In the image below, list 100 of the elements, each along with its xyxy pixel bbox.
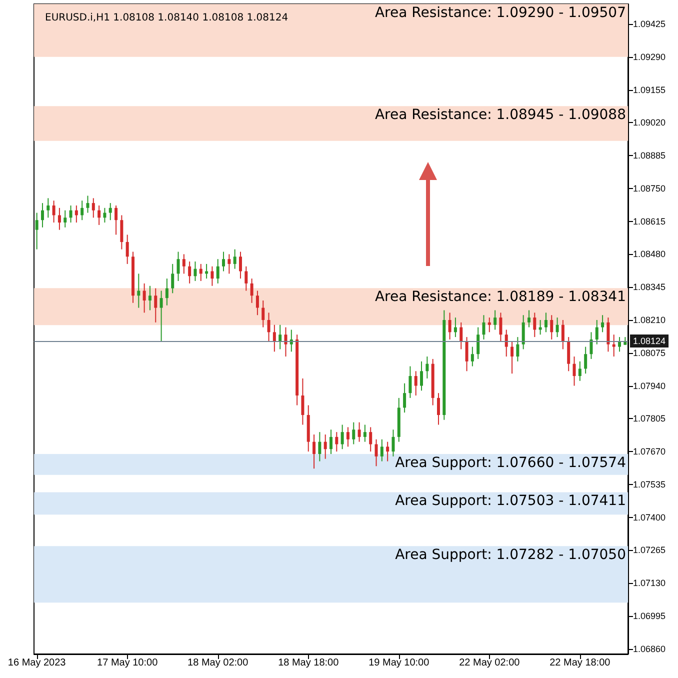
band-label: Area Support: 1.07282 - 1.07050 xyxy=(395,547,626,564)
candlestick xyxy=(137,273,140,308)
candlestick xyxy=(499,312,502,342)
candlestick xyxy=(228,254,231,274)
candlestick xyxy=(584,346,588,374)
candlestick xyxy=(414,370,418,396)
y-tick-label: 1.08750 xyxy=(633,183,666,194)
candlestick xyxy=(352,422,356,445)
candlestick xyxy=(58,207,61,230)
y-tick-label: 1.07940 xyxy=(633,380,666,391)
candlestick xyxy=(522,314,525,350)
candlestick xyxy=(408,366,412,398)
candlestick xyxy=(528,310,530,328)
candlestick xyxy=(340,424,344,450)
y-tick-label: 1.09290 xyxy=(633,52,666,62)
candlestick xyxy=(244,266,248,292)
candlestick xyxy=(165,278,168,306)
candlestick xyxy=(578,360,582,382)
y-tick-label: 1.09155 xyxy=(633,84,666,95)
candlestick xyxy=(188,261,192,284)
candlestick xyxy=(272,324,276,352)
candlestick xyxy=(335,432,338,452)
candlestick xyxy=(482,314,486,340)
candlestick xyxy=(142,282,146,314)
candlestick xyxy=(618,336,622,352)
band-label: Area Support: 1.07503 - 1.07411 xyxy=(395,493,626,510)
candlestick xyxy=(374,438,378,467)
y-tick-label: 1.08480 xyxy=(633,249,666,260)
y-tick-label: 1.07805 xyxy=(633,414,666,424)
y-tick-label: 1.07130 xyxy=(633,578,666,588)
candlestick xyxy=(460,322,463,350)
candlestick xyxy=(160,290,163,342)
candlestick xyxy=(35,212,38,250)
candlestick xyxy=(233,248,236,270)
band-label: Area Resistance: 1.08189 - 1.08341 xyxy=(374,289,626,306)
candlestick xyxy=(324,434,327,460)
candlestick xyxy=(171,263,174,294)
x-tick-label: 17 May 10:00 xyxy=(97,658,158,668)
x-tick-label: 22 May 02:00 xyxy=(459,658,520,668)
candlestick xyxy=(448,312,452,340)
candlestick xyxy=(516,336,520,362)
candlestick xyxy=(318,432,322,462)
candlestick xyxy=(494,310,497,330)
candlestick xyxy=(476,326,480,360)
candlestick xyxy=(572,356,576,386)
candlestick xyxy=(595,319,598,345)
candlestick xyxy=(369,426,372,452)
candlestick xyxy=(403,382,406,414)
candlestick xyxy=(612,334,616,358)
candlestick xyxy=(420,360,424,392)
candlestick xyxy=(550,314,554,340)
y-tick-label: 1.06860 xyxy=(633,644,666,654)
candlestick xyxy=(86,195,90,214)
y-tick-label: 1.08615 xyxy=(633,216,666,226)
candlestick xyxy=(256,290,259,316)
candlestick xyxy=(46,198,50,218)
candlestick xyxy=(358,422,361,442)
candlestick xyxy=(126,234,129,264)
candlestick xyxy=(238,251,242,280)
candlestick xyxy=(176,251,180,282)
candlestick xyxy=(544,312,548,333)
candlestick xyxy=(504,329,508,358)
y-tick-label: 1.08210 xyxy=(633,314,666,325)
candlestick xyxy=(69,204,72,224)
candlestick xyxy=(182,254,186,274)
candlestick xyxy=(98,204,101,226)
annotation: EURUSD.i,H1 1.08108 1.08140 1.08108 1.08124 xyxy=(45,12,288,24)
candlestick xyxy=(120,214,124,250)
candlestick xyxy=(284,326,288,358)
band-label: Area Resistance: 1.09290 - 1.09507 xyxy=(374,5,626,21)
x-tick-label: 18 May 02:00 xyxy=(188,658,249,668)
y-tick-label: 1.07535 xyxy=(633,479,666,490)
candlestick xyxy=(222,251,226,272)
x-tick-label: 18 May 18:00 xyxy=(278,658,340,668)
candlestick xyxy=(533,312,536,338)
candlestick xyxy=(92,198,95,218)
candlestick xyxy=(567,336,570,372)
candlestick xyxy=(262,300,265,328)
candlestick xyxy=(210,266,214,286)
candlestick xyxy=(454,317,457,338)
band-label: Area Resistance: 1.08945 - 1.09088 xyxy=(374,107,626,124)
y-tick-label: 1.09020 xyxy=(633,118,666,128)
y-tick-label: 1.07400 xyxy=(633,512,666,522)
y-tick-label: 1.07670 xyxy=(633,446,666,457)
candlestick xyxy=(590,332,593,360)
candlestick xyxy=(194,261,197,282)
candlestick xyxy=(386,441,390,462)
candlestick xyxy=(216,258,220,284)
x-tick-label: 16 May 2023 xyxy=(8,658,66,668)
candlestick xyxy=(301,378,304,426)
candlestick xyxy=(392,429,395,457)
x-tick-label: 19 May 10:00 xyxy=(368,658,430,668)
candlestick xyxy=(470,346,474,367)
band-label: Area Support: 1.07660 - 1.07574 xyxy=(395,454,626,471)
ref-line-label: 1.08124 xyxy=(633,336,666,346)
candlestick xyxy=(312,434,316,470)
candlestick xyxy=(601,314,604,333)
candlestick xyxy=(561,319,564,350)
candlestick xyxy=(114,204,118,236)
y-tick-label: 1.07265 xyxy=(633,545,666,556)
